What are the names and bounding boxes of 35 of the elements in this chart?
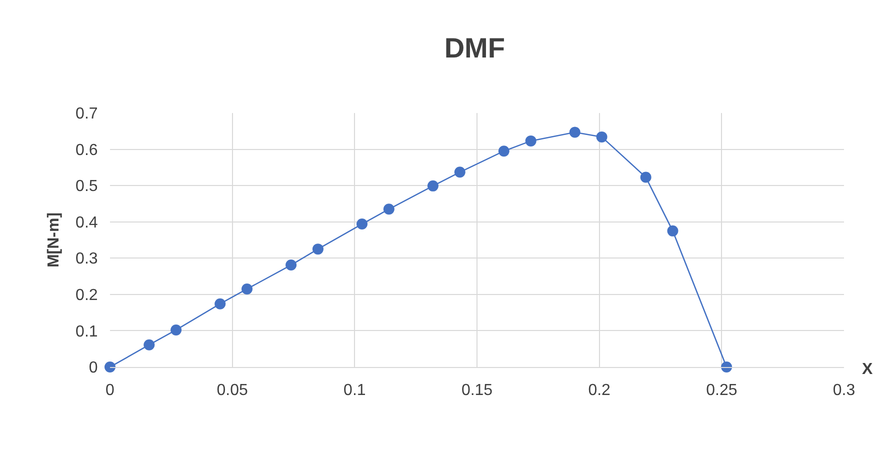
x-tick-label: 0 bbox=[106, 382, 115, 400]
y-tick-label: 0.5 bbox=[76, 178, 98, 196]
point bbox=[525, 135, 536, 146]
y-axis-title: M[N-m] bbox=[45, 212, 62, 268]
point bbox=[596, 131, 608, 142]
point bbox=[356, 218, 368, 230]
y-tick-label: 0.7 bbox=[76, 106, 98, 123]
x-axis-title: X bbox=[862, 361, 873, 378]
y-tick-label: 0.3 bbox=[76, 250, 98, 268]
point bbox=[312, 244, 324, 255]
y-tick-label: 0.2 bbox=[76, 287, 98, 304]
x-tick-label: 0.25 bbox=[706, 382, 738, 400]
point bbox=[640, 172, 652, 183]
point bbox=[569, 126, 580, 138]
point bbox=[667, 225, 678, 236]
point bbox=[170, 324, 182, 336]
point bbox=[498, 146, 510, 157]
point bbox=[286, 260, 297, 271]
y-tick-label: 0.4 bbox=[76, 214, 98, 232]
y-tick-label: 0.1 bbox=[76, 323, 98, 340]
x-tick-label: 0.1 bbox=[344, 382, 366, 400]
point bbox=[242, 283, 253, 294]
point bbox=[104, 362, 116, 372]
y-tick-label: 0 bbox=[88, 360, 98, 377]
y-tick-label: 0.6 bbox=[76, 142, 98, 159]
x-tick-label: 0.2 bbox=[588, 382, 611, 400]
point bbox=[144, 339, 155, 350]
point bbox=[427, 180, 438, 192]
chart-title: DMF bbox=[444, 32, 505, 64]
x-tick-label: 0.15 bbox=[461, 382, 493, 400]
point bbox=[214, 298, 226, 310]
point bbox=[454, 166, 466, 178]
x-tick-label: 0.05 bbox=[216, 382, 248, 400]
point bbox=[383, 204, 394, 215]
x-tick-label: 0.3 bbox=[832, 382, 856, 400]
